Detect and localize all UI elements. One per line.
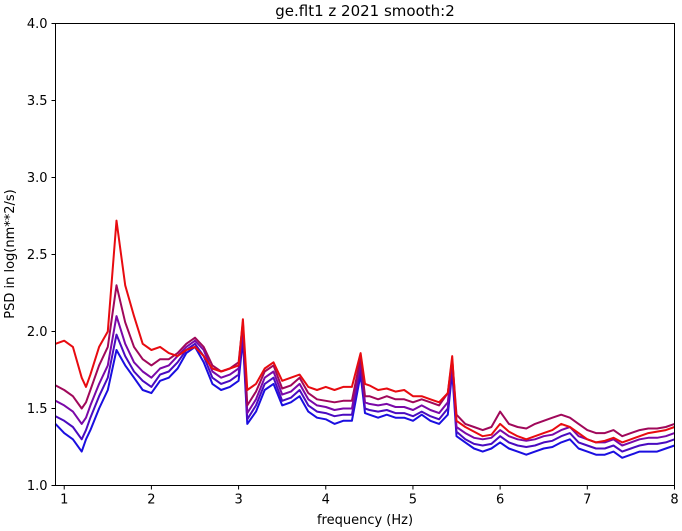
y-tick-label: 3.0 — [27, 171, 48, 186]
y-tick-label: 2.0 — [27, 325, 48, 340]
series-line-4 — [55, 284, 675, 438]
x-tick-label: 4 — [322, 493, 330, 508]
y-tick-label: 4.0 — [27, 17, 48, 32]
x-tick-label: 6 — [496, 493, 504, 508]
series-layer — [54, 219, 675, 459]
x-axis: 1 2 3 4 5 6 7 8 — [60, 485, 679, 508]
series-line-5 — [55, 219, 675, 444]
x-axis-label: frequency (Hz) — [317, 513, 413, 528]
y-axis-label: PSD in log(nm**2/s) — [3, 189, 18, 319]
y-tick-label: 1.5 — [27, 402, 48, 417]
x-tick-label: 8 — [670, 493, 678, 508]
x-tick-label: 7 — [583, 493, 591, 508]
x-tick-label: 5 — [409, 493, 417, 508]
x-tick-label: 1 — [60, 493, 68, 508]
x-tick-label: 3 — [234, 493, 242, 508]
y-tick-label: 1.0 — [27, 479, 48, 494]
y-axis: 1.0 1.5 2.0 2.5 3.0 3.5 4.0 — [27, 17, 56, 494]
chart-title: ge.flt1 z 2021 smooth:2 — [275, 2, 455, 20]
y-tick-label: 2.5 — [27, 248, 48, 263]
y-tick-label: 3.5 — [27, 94, 48, 109]
plot-frame — [55, 23, 675, 486]
x-tick-label: 2 — [147, 493, 155, 508]
